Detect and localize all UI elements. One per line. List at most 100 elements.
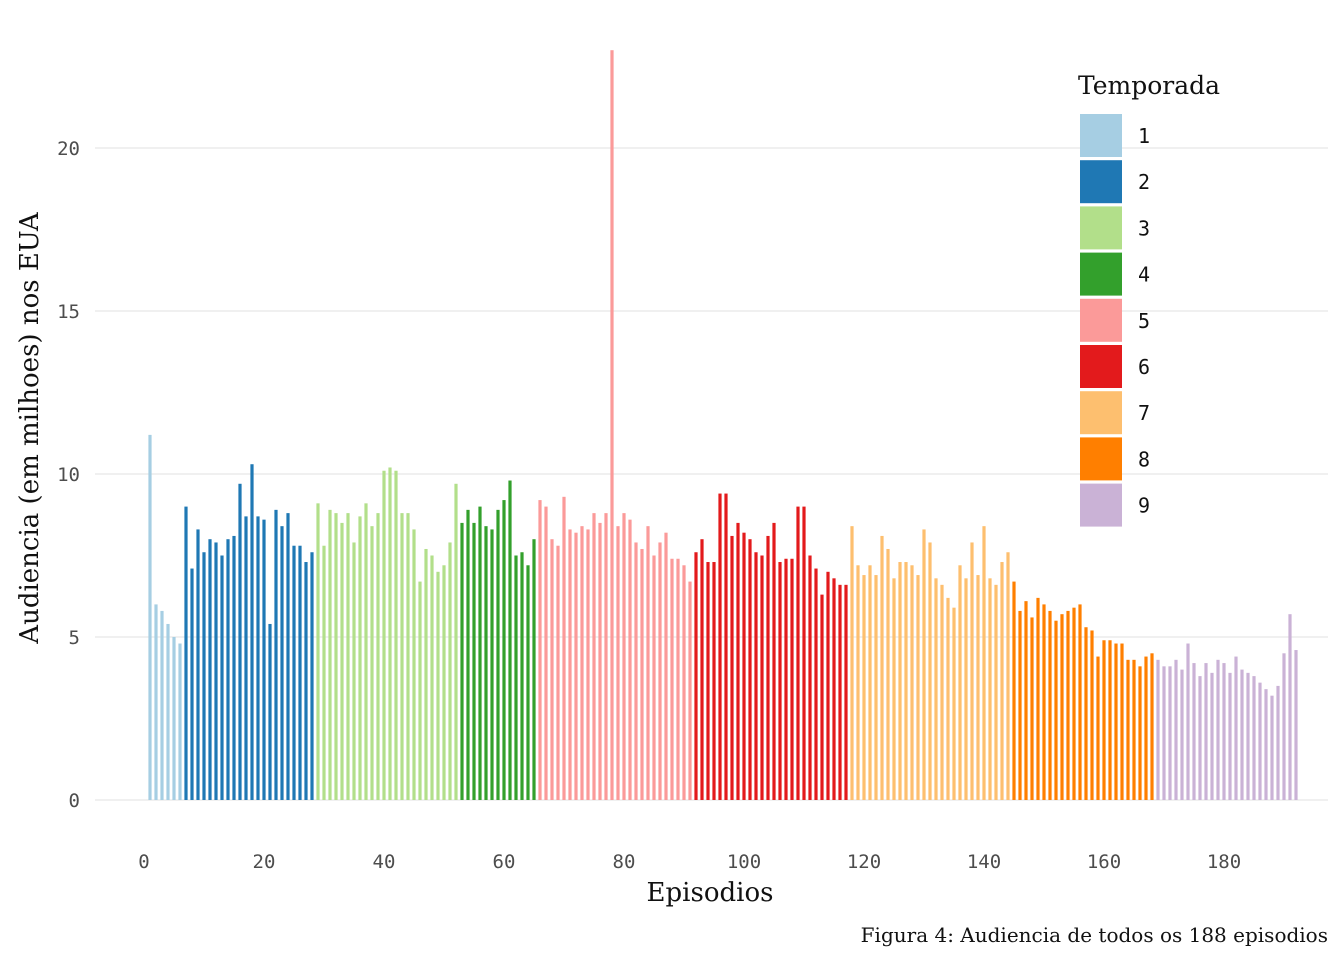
bar-episode-187 bbox=[1264, 689, 1268, 800]
bar-episode-67 bbox=[544, 506, 548, 800]
bar-episode-118 bbox=[850, 526, 854, 800]
bar-episode-87 bbox=[664, 532, 668, 800]
bar-episode-70 bbox=[562, 496, 566, 800]
bar-episode-173 bbox=[1180, 669, 1184, 800]
legend-swatch-8 bbox=[1080, 437, 1122, 481]
bar-episode-132 bbox=[934, 578, 938, 800]
bar-episode-74 bbox=[586, 529, 590, 800]
bar-episode-48 bbox=[430, 555, 434, 800]
bar-episode-54 bbox=[466, 509, 470, 800]
bar-episode-177 bbox=[1204, 663, 1208, 800]
legend-label-5: 5 bbox=[1138, 309, 1150, 333]
bar-episode-117 bbox=[844, 584, 848, 800]
bar-episode-96 bbox=[718, 493, 722, 800]
bar-episode-114 bbox=[826, 571, 830, 800]
bar-episode-182 bbox=[1234, 656, 1238, 800]
bar-episode-84 bbox=[646, 526, 650, 800]
bar-episode-19 bbox=[256, 516, 260, 800]
legend-swatch-5 bbox=[1080, 298, 1122, 342]
bar-episode-106 bbox=[778, 562, 782, 800]
bar-episode-140 bbox=[982, 526, 986, 800]
bar-episode-77 bbox=[604, 513, 608, 800]
bar-episode-119 bbox=[856, 565, 860, 800]
bar-episode-58 bbox=[490, 529, 494, 800]
bar-episode-37 bbox=[364, 503, 368, 800]
bar-episode-120 bbox=[862, 575, 866, 800]
legend-swatch-4 bbox=[1080, 252, 1122, 296]
bar-episode-94 bbox=[706, 562, 710, 800]
bar-episode-136 bbox=[958, 565, 962, 800]
bar-episode-59 bbox=[496, 509, 500, 800]
bar-episode-4 bbox=[166, 623, 170, 800]
bar-episode-50 bbox=[442, 565, 446, 800]
bar-episode-125 bbox=[892, 578, 896, 800]
bar-episode-102 bbox=[754, 552, 758, 800]
bar-episode-142 bbox=[994, 584, 998, 800]
bar-episode-183 bbox=[1240, 669, 1244, 800]
bar-episode-81 bbox=[628, 519, 632, 800]
bar-episode-138 bbox=[970, 542, 974, 800]
bar-episode-21 bbox=[268, 623, 272, 800]
bar-episode-158 bbox=[1090, 630, 1094, 800]
bar-episode-141 bbox=[988, 578, 992, 800]
figure-caption: Figura 4: Audiencia de todos os 188 epis… bbox=[861, 923, 1328, 947]
legend-label-3: 3 bbox=[1138, 216, 1150, 240]
bar-episode-31 bbox=[328, 509, 332, 800]
bar-episode-85 bbox=[652, 555, 656, 800]
bar-episode-14 bbox=[226, 539, 230, 800]
bar-episode-104 bbox=[766, 535, 770, 800]
bar-episode-103 bbox=[760, 555, 764, 800]
bar-episode-101 bbox=[748, 539, 752, 800]
bar-episode-191 bbox=[1288, 614, 1292, 800]
bar-episode-181 bbox=[1228, 672, 1232, 800]
bar-episode-39 bbox=[376, 513, 380, 800]
bar-episode-134 bbox=[946, 597, 950, 800]
bar-episode-11 bbox=[208, 539, 212, 800]
bar-episode-65 bbox=[532, 539, 536, 800]
bar-episode-56 bbox=[478, 506, 482, 800]
bar-episode-110 bbox=[802, 506, 806, 800]
bar-episode-154 bbox=[1066, 610, 1070, 800]
y-axis-title: Audiencia (em milhoes) nos EUA bbox=[15, 211, 45, 645]
bar-episode-91 bbox=[688, 581, 692, 800]
bar-episode-20 bbox=[262, 519, 266, 800]
bar-episode-46 bbox=[418, 581, 422, 800]
bar-episode-28 bbox=[310, 552, 314, 800]
y-tick-label: 10 bbox=[57, 464, 80, 486]
bar-episode-99 bbox=[736, 522, 740, 800]
x-tick-label: 100 bbox=[727, 851, 761, 873]
x-axis-title: Episodios bbox=[647, 878, 774, 908]
bar-episode-63 bbox=[520, 552, 524, 800]
bar-episode-121 bbox=[868, 565, 872, 800]
x-tick-label: 120 bbox=[847, 851, 881, 873]
bar-episode-60 bbox=[502, 500, 506, 800]
bar-episode-24 bbox=[286, 513, 290, 800]
bar-episode-33 bbox=[340, 522, 344, 800]
bar-episode-130 bbox=[922, 529, 926, 800]
bar-episode-89 bbox=[676, 558, 680, 800]
bar-episode-55 bbox=[472, 522, 476, 800]
bar-episode-170 bbox=[1162, 666, 1166, 800]
bar-episode-1 bbox=[148, 434, 152, 800]
bar-episode-69 bbox=[556, 545, 560, 800]
bar-episode-44 bbox=[406, 513, 410, 800]
bar-episode-175 bbox=[1192, 663, 1196, 800]
bar-episode-22 bbox=[274, 509, 278, 800]
bar-episode-152 bbox=[1054, 620, 1058, 800]
bar-episode-27 bbox=[304, 562, 308, 800]
bar-episode-76 bbox=[598, 522, 602, 800]
bar-episode-3 bbox=[160, 610, 164, 800]
x-tick-label: 20 bbox=[253, 851, 276, 873]
y-tick-label: 5 bbox=[69, 627, 80, 649]
bar-episode-159 bbox=[1096, 656, 1100, 800]
bar-episode-17 bbox=[244, 516, 248, 800]
bar-episode-107 bbox=[784, 558, 788, 800]
bar-episode-178 bbox=[1210, 672, 1214, 800]
y-tick-label: 20 bbox=[57, 138, 80, 160]
bar-episode-105 bbox=[772, 522, 776, 800]
x-tick-label: 140 bbox=[967, 851, 1001, 873]
bar-episode-192 bbox=[1294, 650, 1298, 800]
bar-episode-7 bbox=[184, 506, 188, 800]
legend-label-1: 1 bbox=[1138, 124, 1150, 148]
bar-episode-172 bbox=[1174, 659, 1178, 800]
